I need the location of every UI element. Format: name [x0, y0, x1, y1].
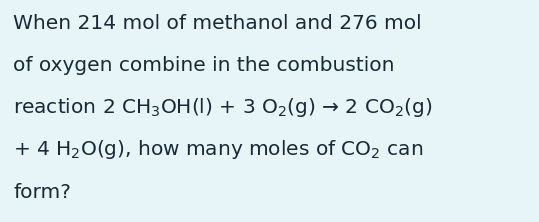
Text: form?: form?: [13, 182, 71, 202]
Text: + 4 H$_2$O(g), how many moles of CO$_2$ can: + 4 H$_2$O(g), how many moles of CO$_2$ …: [13, 138, 424, 161]
Text: When 214 mol of methanol and 276 mol: When 214 mol of methanol and 276 mol: [13, 14, 422, 33]
Text: of oxygen combine in the combustion: of oxygen combine in the combustion: [13, 56, 395, 75]
Text: reaction 2 CH$_3$OH(l) + 3 O$_2$(g) → 2 CO$_2$(g): reaction 2 CH$_3$OH(l) + 3 O$_2$(g) → 2 …: [13, 96, 433, 119]
